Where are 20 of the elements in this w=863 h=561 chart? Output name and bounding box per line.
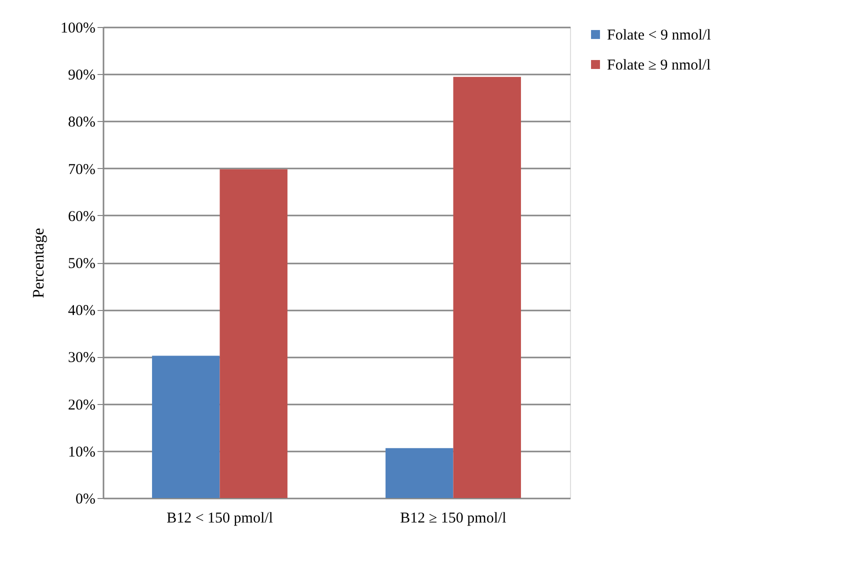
- y-tick-label: 70%: [68, 162, 96, 178]
- y-tick-label: 0%: [76, 492, 96, 508]
- y-tick-label: 60%: [68, 208, 96, 225]
- legend-label: Folate < 9 nmol/l: [607, 28, 711, 44]
- bar: [220, 169, 288, 498]
- y-tick-label: 90%: [68, 68, 96, 84]
- bar: [386, 448, 454, 498]
- legend-label: Folate ≥ 9 nmol/l: [607, 58, 711, 74]
- y-tick-label: 20%: [68, 397, 96, 414]
- x-tick-label: B12 ≥ 150 pmol/l: [400, 510, 506, 526]
- y-tick-label: 50%: [68, 256, 96, 272]
- y-tick-label: 100%: [60, 20, 96, 36]
- y-tick-label: 10%: [68, 444, 96, 460]
- x-tick-label: B12 < 150 pmol/l: [166, 510, 273, 526]
- y-tick-label: 40%: [68, 303, 96, 320]
- y-tick-label: 80%: [68, 114, 96, 131]
- y-axis-title: Percentage: [30, 228, 48, 298]
- y-tick-label: 30%: [68, 350, 96, 366]
- bar: [453, 76, 521, 498]
- bar: [152, 356, 220, 498]
